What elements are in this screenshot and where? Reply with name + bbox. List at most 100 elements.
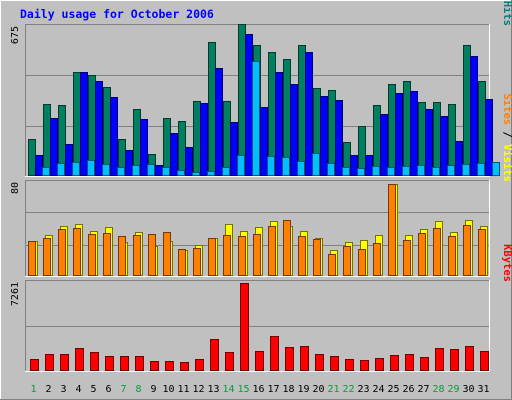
- visits-sites-legend-part: Visits: [501, 144, 512, 182]
- bar-sites-day-7: [118, 236, 126, 276]
- x-tick-label-day-21: 21: [327, 384, 339, 395]
- bar-files-day-27: [425, 109, 433, 176]
- bar-hits-day-24: [373, 105, 381, 176]
- bar-files-day-1: [35, 155, 43, 176]
- x-tick-label-day-5: 5: [90, 384, 96, 395]
- bar-kbytes-day-11: [180, 362, 189, 371]
- bar-kbytes-day-7: [120, 356, 129, 371]
- bar-files-day-29: [455, 141, 463, 176]
- series-sites-bars: [28, 184, 486, 276]
- x-tick-label-day-13: 13: [207, 384, 219, 395]
- bar-pages-day-12: [207, 171, 215, 176]
- bar-pages-day-30: [477, 163, 485, 176]
- x-tick-label-day-1: 1: [30, 384, 36, 395]
- bar-kbytes-day-21: [330, 356, 339, 371]
- bar-kbytes-day-4: [75, 348, 84, 371]
- bar-kbytes-day-29: [450, 349, 459, 371]
- bar-sites-day-26: [403, 240, 411, 276]
- bar-sites-day-21: [328, 254, 336, 276]
- bar-sites-day-30: [463, 225, 471, 276]
- x-tick-label-day-7: 7: [120, 384, 126, 395]
- bar-pages-day-21: [342, 167, 350, 176]
- bar-files-day-14: [230, 122, 238, 176]
- bar-pages-day-23: [372, 166, 380, 176]
- bar-sites-day-15: [238, 236, 246, 276]
- visits-sites-legend-part: /: [501, 125, 512, 144]
- bar-pages-day-8: [147, 164, 155, 176]
- x-tick-label-day-18: 18: [282, 384, 294, 395]
- bar-hits-day-30: [463, 45, 471, 176]
- bar-pages-day-9: [162, 167, 170, 176]
- bar-hits-day-21: [328, 90, 336, 176]
- bar-files-day-30: [470, 56, 478, 176]
- bar-sites-day-14: [223, 235, 231, 276]
- bar-pages-day-13: [222, 167, 230, 176]
- series-kbytes-bars: [30, 283, 489, 371]
- x-tick-label-day-14: 14: [222, 384, 234, 395]
- bar-kbytes-day-15: [240, 283, 249, 371]
- bar-pages-day-20: [327, 163, 335, 176]
- bar-hits-day-14: [223, 101, 231, 176]
- x-axis-labels: 1 2 3 4 5 6 7 8 9 10 11 12 13 14 15 16 17 18 19 20 21 22 23 24 2…: [30, 384, 489, 395]
- bar-pages-day-28: [447, 165, 455, 176]
- bar-sites-day-24: [373, 243, 381, 276]
- bar-kbytes-day-26: [405, 354, 414, 371]
- bar-sites-day-28: [433, 228, 441, 276]
- x-tick-label-day-22: 22: [342, 384, 354, 395]
- bar-kbytes-day-19: [300, 346, 309, 371]
- bar-pages-day-14: [237, 155, 245, 176]
- bar-files-day-4: [80, 72, 88, 176]
- bar-kbytes-day-10: [165, 361, 174, 371]
- bar-kbytes-day-1: [30, 359, 39, 371]
- bar-sites-day-17: [268, 226, 276, 276]
- x-tick-label-day-2: 2: [45, 384, 51, 395]
- bar-hits-day-11: [178, 121, 186, 176]
- bar-files-day-16: [260, 107, 268, 176]
- bar-kbytes-day-13: [210, 339, 219, 371]
- hits-files-pages-legend-part: /: [501, 0, 512, 1]
- bar-pages-day-24: [387, 167, 395, 176]
- bar-files-day-26: [410, 91, 418, 176]
- bar-kbytes-day-28: [435, 348, 444, 371]
- bar-kbytes-day-22: [345, 359, 354, 371]
- kbytes-legend-part: KBytes: [501, 244, 512, 282]
- series-pages-bars: [42, 61, 500, 176]
- x-tick-label-day-30: 30: [462, 384, 474, 395]
- bar-sites-day-22: [343, 246, 351, 276]
- x-tick-label-day-11: 11: [177, 384, 189, 395]
- kbytes-legend: KBytes: [501, 244, 512, 282]
- bar-kbytes-day-8: [135, 356, 144, 371]
- x-tick-label-day-16: 16: [252, 384, 264, 395]
- bar-kbytes-day-17: [270, 336, 279, 371]
- bar-hits-day-25: [388, 84, 396, 176]
- bar-files-day-15: [245, 34, 253, 176]
- bar-sites-day-31: [478, 229, 486, 276]
- bar-kbytes-day-9: [150, 361, 159, 371]
- visits-sites-panel: 80 Sites / Visits: [10, 93, 512, 277]
- bar-hits-day-4: [73, 72, 81, 176]
- bar-sites-day-16: [253, 234, 261, 276]
- bar-pages-day-7: [132, 165, 140, 176]
- bar-kbytes-day-6: [105, 356, 114, 371]
- bar-pages-day-26: [417, 165, 425, 176]
- visits-sites-ymax-label: 80: [10, 182, 21, 194]
- bar-files-day-2: [50, 118, 58, 176]
- bar-files-day-23: [365, 155, 373, 176]
- bar-pages-day-5: [102, 164, 110, 176]
- bar-sites-day-20: [313, 239, 321, 276]
- bar-hits-day-13: [208, 42, 216, 176]
- x-tick-label-day-8: 8: [135, 384, 141, 395]
- bar-pages-day-11: [192, 172, 200, 176]
- bar-pages-day-3: [72, 162, 80, 176]
- bar-sites-day-19: [298, 236, 306, 276]
- x-tick-label-day-28: 28: [432, 384, 444, 395]
- bar-pages-day-27: [432, 167, 440, 176]
- bar-files-day-28: [440, 116, 448, 176]
- hits-files-pages-panel: 675 Pages / Files / Hits: [10, 0, 512, 177]
- bar-files-day-21: [335, 100, 343, 176]
- bar-files-day-31: [485, 99, 493, 176]
- bar-sites-day-2: [43, 238, 51, 276]
- bar-pages-day-22: [357, 168, 365, 176]
- bar-files-day-24: [380, 114, 388, 176]
